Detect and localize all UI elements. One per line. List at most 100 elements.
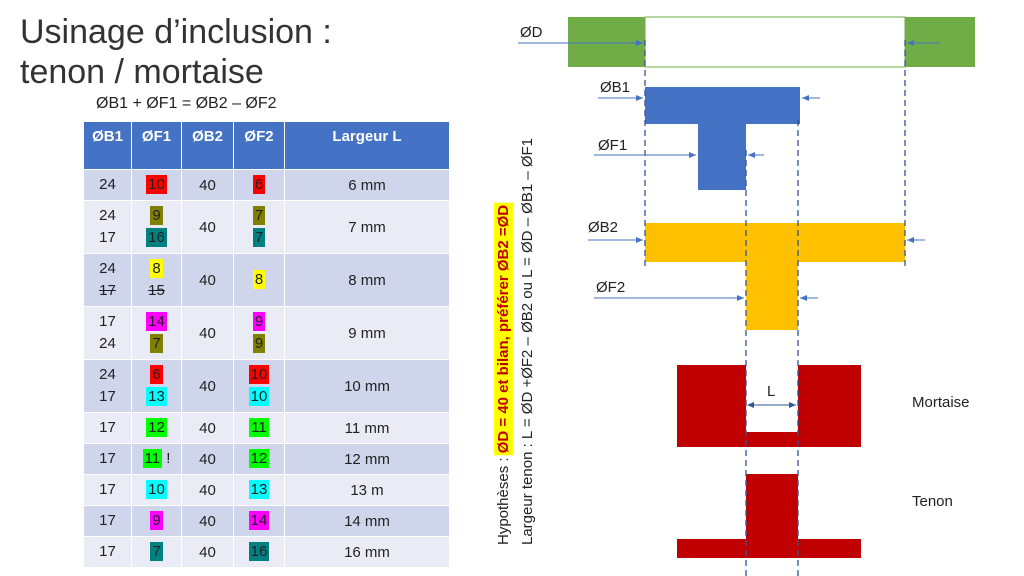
table-row: 24 17 9 16 40 7 7 7 mm	[83, 200, 450, 254]
f1-value: 9	[150, 511, 163, 530]
f1-value: 16	[146, 228, 167, 247]
cell-f1: 14 7	[131, 306, 182, 360]
bore-b2-block	[645, 223, 905, 262]
cell-f2: 6	[233, 169, 285, 201]
table-row: 17 24 14 7 40 9 9 9 mm	[83, 306, 450, 360]
f2-value: 9	[252, 312, 266, 331]
label-tenon: Tenon	[912, 493, 953, 510]
b1-value: 24	[99, 260, 116, 277]
cell-b1: 17	[83, 505, 132, 537]
table-row: 17 11 ! 40 12 12 mm	[83, 443, 450, 475]
f1-value: 15	[148, 282, 165, 299]
tenon-base	[677, 539, 861, 558]
cell-b1: 17	[83, 536, 132, 568]
b1-value: 17	[99, 543, 116, 560]
cell-b2: 40	[181, 536, 234, 568]
header-b2: ØB2	[181, 121, 234, 170]
mortaise-left	[677, 365, 746, 447]
b1-value: 24	[99, 207, 116, 224]
table-row: 24 17 6 13 40 10 10 10 mm	[83, 359, 450, 413]
b1-value: 24	[99, 176, 116, 193]
cell-largeur: 9 mm	[284, 306, 450, 360]
hypothesis-highlight: ØD = 40 et bilan, préférer ØB2 =ØD	[495, 205, 512, 454]
f2-value: 14	[248, 511, 270, 530]
table-row: 17 9 40 14 14 mm	[83, 505, 450, 537]
b1-value: 24	[99, 366, 116, 383]
header-f2: ØF2	[233, 121, 285, 170]
f2-value: 8	[252, 270, 266, 289]
bore-d-left-block	[568, 17, 645, 67]
bore-f2-block	[746, 262, 798, 330]
hypothesis-text: Hypothèses : ØD = 40 et bilan, préférer …	[495, 205, 512, 545]
slide-title: Usinage d’inclusion : tenon / mortaise	[20, 12, 332, 92]
cell-f1: 10	[131, 474, 182, 506]
cell-f2: 16	[233, 536, 285, 568]
f1-value: 8	[150, 259, 163, 278]
cell-f1: 6 13	[131, 359, 182, 413]
b1-value: 17	[99, 512, 116, 529]
cell-b2: 40	[181, 505, 234, 537]
bore-f1-block	[698, 124, 746, 190]
cell-b1: 24	[83, 169, 132, 201]
bore-d-gap	[644, 16, 906, 68]
mortaise-bottom	[746, 432, 798, 447]
cell-b2: 40	[181, 200, 234, 254]
label-b2: ØB2	[588, 219, 618, 236]
cell-largeur: 6 mm	[284, 169, 450, 201]
table-row: 24 10 40 6 6 mm	[83, 169, 450, 201]
cell-b1: 17	[83, 474, 132, 506]
cell-largeur: 14 mm	[284, 505, 450, 537]
cell-b2: 40	[181, 306, 234, 360]
f2-value: 7	[252, 228, 266, 247]
cell-largeur: 10 mm	[284, 359, 450, 413]
b1-value: 17	[99, 450, 116, 467]
cell-f1: 8 15	[131, 253, 182, 307]
cell-f1: 7	[131, 536, 182, 568]
f2-value: 12	[248, 449, 270, 468]
cell-largeur: 8 mm	[284, 253, 450, 307]
f2-value: 16	[248, 542, 270, 561]
cell-f1: 11 !	[131, 443, 182, 475]
label-d: ØD	[520, 24, 543, 41]
cell-largeur: 16 mm	[284, 536, 450, 568]
cell-f1: 10	[131, 169, 182, 201]
f1-value: 9	[150, 206, 163, 225]
b1-value: 24	[99, 335, 116, 352]
cell-f2: 14	[233, 505, 285, 537]
cell-f1: 9	[131, 505, 182, 537]
header-f1: ØF1	[131, 121, 182, 170]
f1-value: 6	[150, 365, 163, 384]
header-largeur: Largeur L	[284, 121, 450, 170]
table-row: 17 10 40 13 13 m	[83, 474, 450, 506]
cell-largeur: 12 mm	[284, 443, 450, 475]
f2-value: 10	[248, 365, 270, 384]
label-l: L	[767, 383, 775, 400]
f2-value: 9	[252, 334, 266, 353]
bore-d-right-block	[905, 17, 975, 67]
f1-value: 11	[142, 449, 163, 468]
b1-value: 17	[99, 481, 116, 498]
f1-value: 14	[146, 312, 167, 331]
cell-b1: 24 17	[83, 253, 132, 307]
diameter-table: ØB1 ØF1 ØB2 ØF2 Largeur L 24 10 40 6 6 mm 24 1…	[83, 121, 450, 568]
formula-vertical: Largeur tenon : L = ØD +ØF2 – ØB2 ou L =…	[519, 138, 536, 545]
cell-f2: 11	[233, 412, 285, 444]
b1-value: 17	[99, 229, 116, 246]
cell-b2: 40	[181, 412, 234, 444]
f1-value: 12	[146, 418, 167, 437]
table-row: 17 7 40 16 16 mm	[83, 536, 450, 568]
cell-b2: 40	[181, 443, 234, 475]
title-line-2: tenon / mortaise	[20, 53, 264, 91]
label-mortaise: Mortaise	[912, 394, 970, 411]
bore-b1-block	[645, 87, 800, 124]
f2-value: 13	[248, 480, 270, 499]
f1-note: !	[162, 450, 171, 467]
b1-value: 17	[99, 313, 116, 330]
f1-value: 10	[146, 175, 167, 194]
f1-value: 10	[146, 480, 167, 499]
f1-value: 13	[146, 387, 167, 406]
title-line-1: Usinage d’inclusion :	[20, 13, 332, 51]
label-f2: ØF2	[596, 279, 625, 296]
cell-f1: 9 16	[131, 200, 182, 254]
